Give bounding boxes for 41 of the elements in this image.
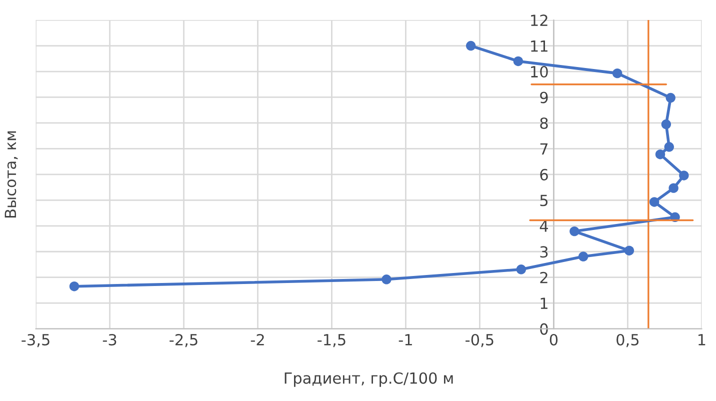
point <box>516 264 526 274</box>
point <box>513 56 524 66</box>
x-tick-label: -3 <box>102 334 116 346</box>
y-tick-label: 6 <box>540 168 548 180</box>
y-tick-label: 9 <box>540 92 548 104</box>
point <box>664 142 674 152</box>
y-tick-label: 5 <box>540 194 548 206</box>
x-tick-label: 1 <box>698 334 706 346</box>
point <box>649 197 660 207</box>
x-tick-label: -1 <box>398 334 412 346</box>
y-tick-label: 3 <box>540 246 548 258</box>
x-tick-label: -1,5 <box>318 334 346 348</box>
point <box>668 183 678 193</box>
y-axis-title: Высота, км <box>4 131 18 218</box>
x-tick-label: -2 <box>250 334 264 346</box>
y-tick-label: 10 <box>531 66 548 78</box>
point <box>624 246 634 256</box>
x-tick-label: -3,5 <box>22 334 50 348</box>
y-tick-label: 4 <box>540 220 548 232</box>
point <box>466 40 476 51</box>
point <box>69 282 80 292</box>
point <box>679 170 689 180</box>
y-tick-label: 7 <box>540 143 548 155</box>
y-tick-label: 0 <box>540 323 548 335</box>
y-tick-label: 2 <box>540 272 548 284</box>
point <box>612 68 622 78</box>
x-tick-label: 0,5 <box>616 334 639 348</box>
point <box>655 150 666 160</box>
y-tick-label: 1 <box>540 298 548 309</box>
x-axis-title: Градиент, гр.С/100 м <box>284 372 453 387</box>
point <box>578 252 588 262</box>
point <box>666 92 676 103</box>
point <box>570 226 580 236</box>
y-tick-label: 11 <box>531 40 548 52</box>
y-tick-label: 8 <box>540 117 548 129</box>
x-tick-label: 0 <box>550 334 558 346</box>
point <box>661 119 672 130</box>
y-tick-label: 12 <box>531 14 548 26</box>
x-tick-label: -0,5 <box>466 334 494 348</box>
point <box>382 274 392 284</box>
x-tick-label: -2,5 <box>170 334 198 348</box>
